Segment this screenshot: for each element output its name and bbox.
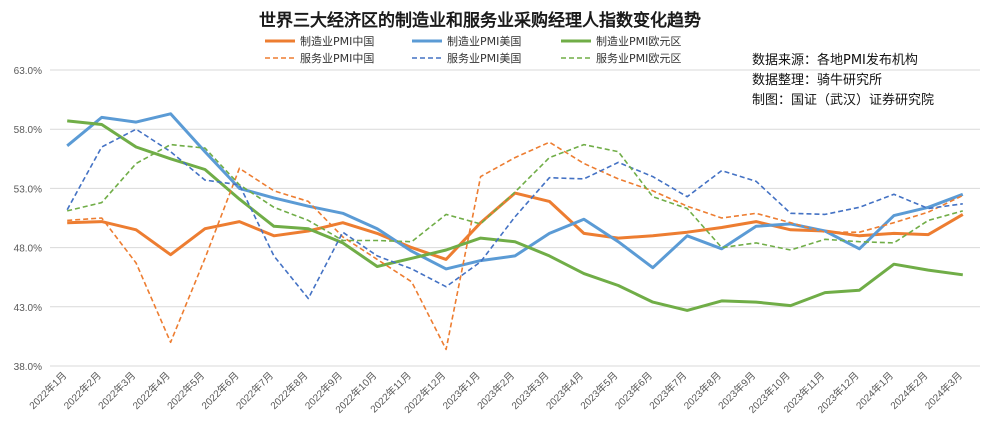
source-note-2: 数据整理：骑牛研究所 [752,73,882,88]
legend-label-3: 服务业PMI中国 [300,52,374,65]
legend-label-4: 服务业PMI美国 [447,52,521,65]
y-tick-label: 43.0% [14,303,42,314]
legend-label-1: 制造业PMI美国 [447,34,521,48]
y-tick-label: 48.0% [14,244,42,255]
y-tick-label: 53.0% [14,184,42,195]
chart-title: 世界三大经济区的制造业和服务业采购经理人指数变化趋势 [259,10,701,31]
x-tick-label: 2024年3月 [922,369,965,412]
legend-label-0: 制造业PMI中国 [300,34,374,48]
source-notes: 数据来源：各地PMI发布机构 数据整理：骑牛研究所 制图：国证（武汉）证券研究院 [752,52,934,108]
series-line-3 [67,141,964,351]
legend-label-5: 服务业PMI欧元区 [596,52,681,65]
series-line-4 [66,128,963,300]
series-lines [66,112,964,351]
source-note-3: 制图：国证（武汉）证券研究院 [752,92,934,108]
series-line-2 [67,119,964,312]
y-tick-label: 63.0% [14,66,42,77]
legend-label-2: 制造业PMI欧元区 [596,34,681,48]
y-axis-ticks: 38.0% 43.0% 48.0% 53.0% 58.0% 63.0% [14,66,42,373]
x-axis-ticks: 2022年1月2022年2月2022年3月2022年4月2022年5月2022年… [26,369,965,416]
series-line-0 [67,191,964,261]
series-line-1 [66,112,964,271]
source-note-1: 数据来源：各地PMI发布机构 [752,52,918,68]
y-tick-label: 58.0% [14,125,42,136]
y-tick-label: 38.0% [14,362,42,373]
grid-lines [50,69,980,367]
series-line-5 [67,143,964,251]
